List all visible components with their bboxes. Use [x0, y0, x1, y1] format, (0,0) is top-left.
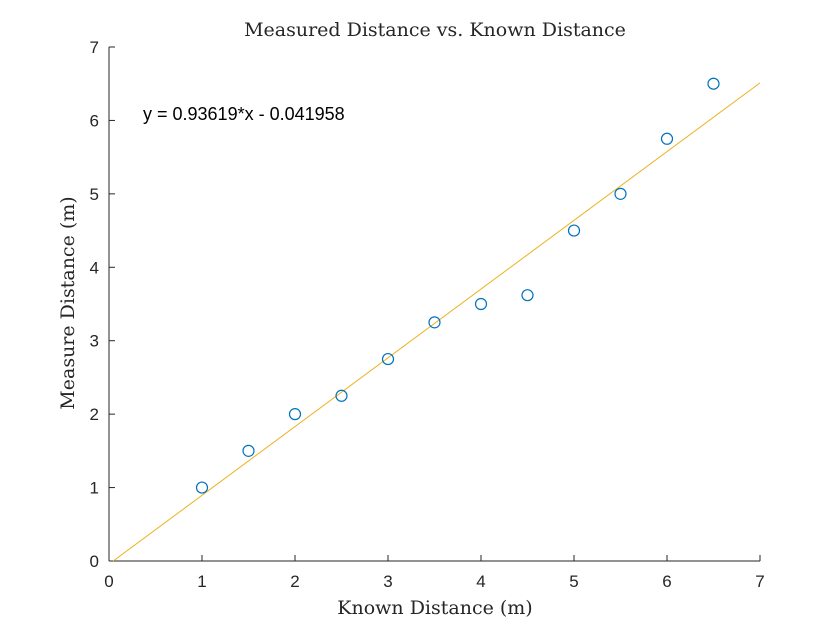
y-tick-label: 6 — [90, 111, 99, 130]
data-point-marker — [521, 289, 534, 302]
y-tick-label: 5 — [90, 185, 99, 204]
x-tick-label: 6 — [662, 572, 671, 591]
x-tick-label: 4 — [476, 572, 485, 591]
data-point-marker — [381, 352, 395, 366]
data-point-marker — [242, 444, 255, 457]
data-point-marker — [614, 187, 627, 200]
y-tick-label: 2 — [90, 405, 99, 424]
y-tick-label: 7 — [90, 38, 99, 57]
y-axis-label: Measure Distance (m) — [57, 196, 79, 409]
fit-equation-annotation: y = 0.93619*x - 0.041958 — [143, 104, 345, 124]
x-tick-label: 5 — [569, 572, 578, 591]
x-axis-label: Known Distance (m) — [337, 597, 532, 619]
data-point-marker — [288, 408, 302, 421]
y-tick-label: 1 — [90, 479, 99, 498]
y-tick-label: 3 — [90, 332, 99, 351]
y-tick-label: 4 — [90, 258, 99, 277]
y-tick-label: 0 — [90, 552, 99, 571]
x-tick-label: 1 — [197, 572, 206, 591]
x-tick-label: 3 — [383, 572, 392, 591]
x-tick-label: 7 — [755, 572, 764, 591]
x-tick-label: 2 — [290, 572, 299, 591]
x-tick-label: 0 — [104, 572, 113, 591]
data-point-marker — [567, 224, 581, 237]
data-point-marker — [428, 316, 441, 329]
data-point-marker — [660, 132, 674, 145]
fit-line-series — [112, 82, 761, 562]
data-point-marker — [474, 297, 488, 311]
chart-title: Measured Distance vs. Known Distance — [244, 19, 626, 41]
fit-line — [112, 82, 761, 562]
data-point-marker — [195, 481, 209, 494]
x-axis-ticks: 0 1 2 3 4 5 6 7 — [104, 555, 765, 591]
data-point-marker — [335, 389, 348, 402]
y-axis-ticks: 0 1 2 3 4 5 6 7 — [90, 38, 115, 571]
axes — [108, 47, 760, 562]
data-point-marker — [707, 77, 720, 90]
data-markers-series — [195, 77, 720, 494]
